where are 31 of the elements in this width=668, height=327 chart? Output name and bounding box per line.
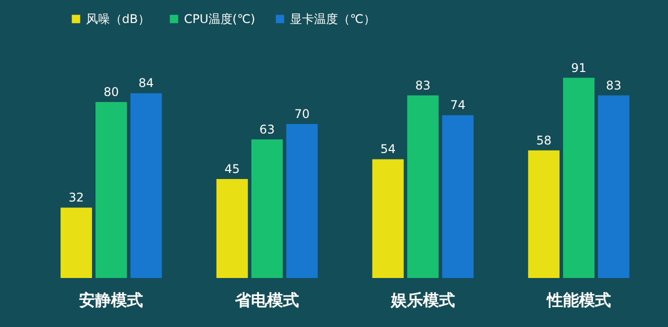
bar [286,124,318,278]
legend-label: CPU温度(℃) [184,12,256,26]
data-label: 63 [259,122,275,136]
bar [563,78,594,278]
x-tick-label: 安静模式 [79,290,144,310]
bar [598,95,630,278]
data-label: 80 [104,85,119,99]
data-label: 83 [606,78,622,92]
x-tick-label: 省电模式 [234,290,300,310]
bar [96,102,127,278]
bar [130,93,162,278]
x-tick-label: 娱乐模式 [390,290,455,310]
x-tick-label: 性能模式 [546,290,611,310]
data-label: 58 [536,133,552,148]
legend-label: 显卡温度（℃） [290,12,376,26]
data-label: 91 [571,60,586,75]
bar [251,139,283,278]
bar [60,208,92,278]
data-label: 45 [224,162,240,176]
data-label: 54 [380,142,396,156]
data-label: 32 [68,190,84,205]
legend-label: 风噪（dB） [86,12,150,26]
data-label: 84 [138,76,154,90]
data-label: 70 [294,107,310,121]
bar [528,150,560,278]
bar [407,95,439,278]
bar [216,179,248,278]
bar [442,115,474,278]
bar [372,159,404,278]
data-label: 83 [415,78,431,92]
data-label: 74 [450,98,466,112]
